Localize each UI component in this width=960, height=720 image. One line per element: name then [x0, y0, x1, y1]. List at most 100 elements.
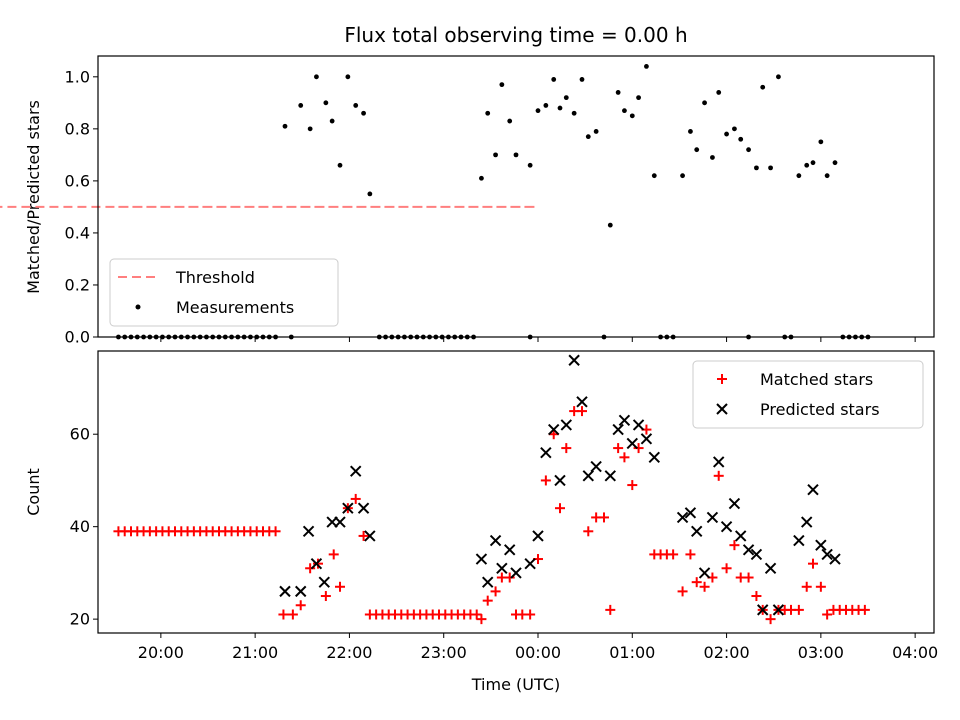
matched-star-point: [815, 581, 826, 592]
predicted-star-point: [713, 456, 725, 468]
matched-star-point: [583, 526, 594, 537]
measurement-point: [282, 123, 288, 129]
matched-star-point: [619, 452, 630, 463]
bottom-y-ticks: 20 40 60: [70, 425, 98, 629]
bottom-x-ticks: 20:00 21:00 22:00 23:00 00:00 01:00 02:00 03:00…: [138, 633, 938, 662]
predicted-star-point: [772, 604, 785, 616]
measurement-point: [702, 100, 707, 106]
predicted-star-point-b: [757, 604, 769, 616]
legend-plus-marker: [717, 374, 727, 384]
predicted-star-point: [475, 553, 488, 565]
bottom-x-tick-label: 23:00: [421, 643, 467, 662]
matched-star-point: [627, 480, 638, 491]
matched-star-point: [599, 512, 609, 523]
matched-star-point: [278, 609, 289, 620]
predicted-star-point: [350, 465, 362, 477]
predicted-star-point: [310, 557, 323, 570]
predicted-star-point-b: [334, 516, 346, 528]
predicted-star-point: [540, 446, 552, 459]
predicted-star-point: [750, 548, 763, 561]
bottom-x-tick-label: 20:00: [138, 643, 184, 662]
predicted-star-point-b: [364, 530, 376, 542]
measurement-point: [551, 77, 557, 82]
predicted-star-point: [524, 557, 536, 570]
measurement-point: [622, 108, 627, 114]
measurement-point: [760, 84, 766, 90]
measurement-point: [768, 165, 773, 171]
predicted-star-point-b: [510, 567, 522, 579]
predicted-star-point: [720, 520, 733, 533]
predicted-star-point-b: [350, 465, 362, 477]
predicted-star-point: [576, 396, 588, 408]
measurement-point: [479, 175, 484, 181]
predicted-star-point: [676, 511, 689, 524]
predicted-star-point: [801, 516, 813, 528]
predicted-star-point-b: [295, 585, 307, 598]
predicted-star-point-b: [735, 530, 747, 542]
measurement-point: [298, 103, 304, 108]
measurement-point: [353, 103, 359, 108]
predicted-star-point-b: [764, 562, 777, 574]
predicted-star-point: [604, 470, 616, 482]
legend-matched-label: Matched stars: [760, 370, 873, 389]
legend-predicted-label: Predicted stars: [760, 400, 880, 419]
predicted-star-point: [489, 534, 502, 547]
predicted-star-point: [295, 585, 307, 598]
measurement-point: [579, 77, 585, 82]
predicted-star-point: [496, 562, 508, 574]
matched-star-point: [605, 604, 616, 615]
predicted-star-point-b: [475, 553, 488, 565]
matched-star-point: [504, 572, 515, 583]
predicted-star-point: [815, 539, 827, 551]
matched-star-point: [729, 540, 740, 551]
measurement-point: [615, 90, 621, 95]
matched-star-point: [691, 577, 702, 588]
predicted-star-point-b: [706, 511, 719, 524]
bottom-x-tick-label: 01:00: [609, 643, 655, 662]
matched-star-point: [859, 604, 870, 615]
predicted-star-point: [510, 567, 522, 579]
measurement-point: [796, 173, 802, 179]
measurement-point: [776, 74, 781, 80]
bottom-x-tick-label: 22:00: [326, 643, 372, 662]
bottom-y-tick-label: 40: [70, 517, 90, 536]
predicted-star-point-b: [482, 576, 494, 588]
predicted-star-point-b: [342, 502, 354, 514]
predicted-star-point-b: [279, 585, 291, 598]
predicted-star-point-b: [560, 419, 572, 431]
matched-star-point: [668, 549, 679, 560]
matched-star-point: [540, 475, 551, 486]
predicted-star-point-b: [698, 567, 711, 579]
measurement-point: [754, 165, 759, 171]
measurement-point: [607, 222, 613, 228]
predicted-star-point: [279, 585, 291, 598]
predicted-star-point-b: [489, 534, 502, 547]
top-y-axis-label: Matched/Predicted stars: [24, 100, 43, 294]
matched-star-point: [577, 406, 587, 417]
matched-star-point: [801, 581, 812, 592]
bottom-series-layer: [113, 354, 870, 625]
measurement-point: [563, 95, 569, 101]
predicted-star-point-b: [590, 460, 602, 473]
predicted-star-point-b: [676, 511, 689, 524]
top-axes-frame: [97, 55, 935, 338]
predicted-star-point: [640, 433, 653, 445]
predicted-star-point-b: [504, 544, 516, 556]
predicted-star-point-b: [772, 604, 785, 616]
predicted-star-point-b: [807, 483, 819, 496]
measurement-point: [585, 134, 591, 140]
measurement-point: [329, 118, 335, 124]
predicted-star-point: [793, 534, 805, 547]
predicted-star-point: [648, 451, 660, 464]
measurement-point: [527, 162, 533, 168]
matched-star-point: [313, 558, 323, 569]
predicted-star-point: [706, 511, 719, 524]
bottom-y-tick-label: 20: [70, 610, 90, 629]
top-y-ticks: 0.0 0.2 0.4 0.6 0.8 1.0: [65, 67, 98, 347]
matched-star-point: [335, 581, 345, 592]
measurement-point: [732, 126, 737, 132]
measurement-point: [688, 129, 693, 134]
predicted-star-point-b: [318, 576, 330, 588]
matched-star-point: [482, 595, 493, 606]
